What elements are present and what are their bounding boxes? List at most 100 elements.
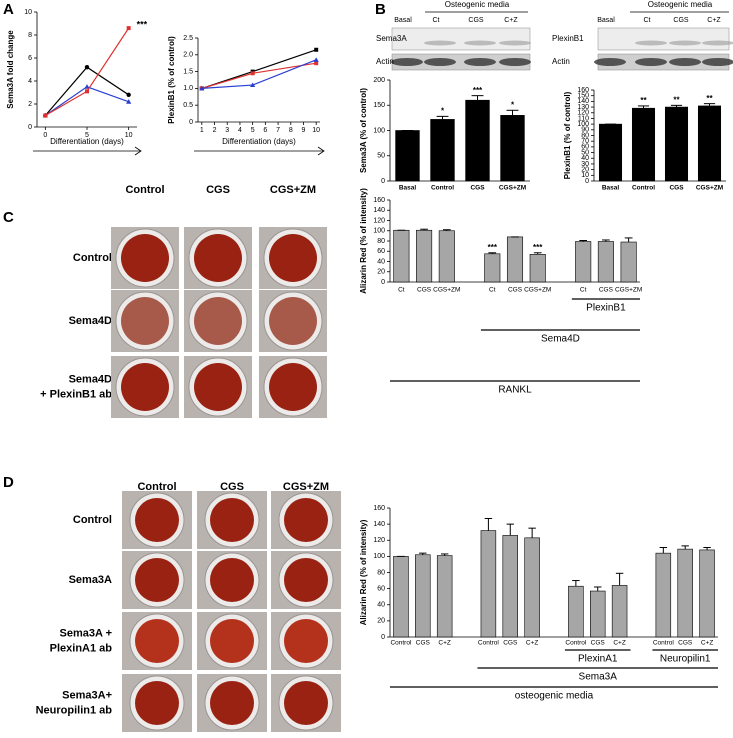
blot-band — [669, 40, 701, 46]
bar — [430, 119, 455, 182]
x-tick-label: Control — [478, 640, 500, 647]
x-axis-label: Differentiation (days) — [222, 137, 296, 146]
group-label: Neuropilin1 — [660, 654, 711, 665]
y-tick-label: 160 — [373, 197, 385, 204]
y-tick-label: 160 — [373, 505, 385, 512]
x-tick-label: 1 — [200, 127, 204, 134]
bar — [524, 537, 540, 638]
y-tick-label: 20 — [581, 166, 589, 173]
column-header: CGS+ZM — [283, 481, 329, 493]
row-label: Sema4D — [69, 315, 112, 327]
column-header: CGS+ZM — [270, 184, 316, 196]
y-tick-label: 20 — [377, 269, 385, 276]
y-tick-label: 40 — [581, 155, 589, 162]
significance: * — [511, 100, 515, 109]
column-header: CGS — [206, 184, 230, 196]
x-tick-label: 2 — [213, 127, 217, 134]
blot-band — [669, 58, 701, 66]
well-stain — [135, 681, 179, 725]
point — [199, 85, 205, 91]
bar — [416, 229, 433, 283]
well-stain — [210, 619, 254, 663]
well-stain — [210, 558, 254, 602]
y-tick-label: 80 — [377, 569, 385, 576]
blot-band — [702, 40, 733, 46]
bar — [597, 241, 614, 283]
y-tick-label: 150 — [373, 102, 385, 109]
lane-label: C+Z — [707, 17, 721, 24]
well-stain — [135, 619, 179, 663]
y-axis-label: Alizarin Red (% of intensity) — [359, 188, 368, 294]
y-tick-label: 30 — [581, 161, 589, 168]
y-tick-label: 100 — [373, 228, 385, 235]
blot-band — [499, 58, 531, 66]
bar — [436, 555, 453, 638]
y-tick-label: 0 — [381, 634, 385, 641]
point — [84, 65, 90, 70]
x-tick-label: 0 — [43, 132, 47, 139]
significance: * — [441, 106, 445, 115]
y-tick-label: 120 — [373, 537, 385, 544]
well-stain — [269, 297, 317, 345]
point — [43, 113, 48, 118]
point — [126, 99, 132, 104]
bar — [699, 549, 715, 638]
bar — [395, 130, 420, 182]
bar — [598, 123, 623, 182]
y-tick-label: 40 — [377, 602, 385, 609]
lane-label: Ct — [433, 17, 440, 24]
lane-label: C+Z — [504, 17, 518, 24]
x-tick-label: C+Z — [613, 640, 625, 647]
y-tick-label: 2 — [28, 101, 32, 108]
x-tick-label: CGS — [417, 287, 432, 294]
arrow-head — [134, 146, 142, 156]
point — [314, 47, 319, 52]
x-tick-label: 5 — [251, 127, 255, 134]
row-label: Sema3A + — [60, 627, 113, 639]
x-tick-label: CGS — [591, 640, 606, 647]
y-tick-label: 60 — [377, 585, 385, 592]
bar — [393, 556, 409, 638]
blot-band — [424, 58, 456, 66]
blot-header: Osteogenic media — [648, 0, 713, 9]
point — [126, 26, 131, 31]
well-stain — [284, 681, 328, 725]
significance: ** — [640, 96, 647, 105]
series-line — [201, 59, 317, 89]
arrow-head — [317, 146, 325, 156]
x-tick-label: C+Z — [438, 640, 450, 647]
column-header: Control — [125, 184, 164, 196]
x-tick-label: 9 — [302, 127, 306, 134]
bar — [480, 530, 497, 638]
blot-band — [499, 40, 531, 46]
y-tick-label: 1.0 — [183, 85, 193, 92]
x-tick-label: Control — [565, 640, 587, 647]
point — [84, 84, 90, 89]
bar — [611, 585, 628, 638]
well-stain — [135, 498, 179, 542]
y-tick-label: 60 — [377, 248, 385, 255]
lane-label: CGS — [468, 17, 484, 24]
y-tick-label: 90 — [581, 127, 589, 134]
bar — [575, 241, 592, 283]
blot-row-label: Sema3A — [376, 34, 407, 43]
x-tick-label: CGS — [669, 185, 684, 192]
group-label: osteogenic media — [515, 691, 594, 702]
well-stain — [269, 363, 317, 411]
x-tick-label: 4 — [238, 127, 242, 134]
y-tick-label: 140 — [373, 521, 385, 528]
group-label: Sema3A — [579, 672, 618, 683]
blot-header: Osteogenic media — [445, 0, 510, 9]
y-axis-label: Sema3A fold change — [6, 30, 15, 109]
panel-label: C — [3, 209, 14, 226]
x-tick-label: 10 — [125, 132, 133, 139]
lane-label: Basal — [394, 17, 412, 24]
group-label: RANKL — [498, 385, 532, 396]
blot-row-label: PlexinB1 — [552, 34, 584, 43]
y-tick-label: 1.5 — [183, 68, 193, 75]
group-label: Sema4D — [541, 334, 580, 345]
x-tick-label: Control — [653, 640, 675, 647]
panel-label: B — [375, 1, 386, 18]
x-tick-label: Control — [632, 185, 655, 192]
